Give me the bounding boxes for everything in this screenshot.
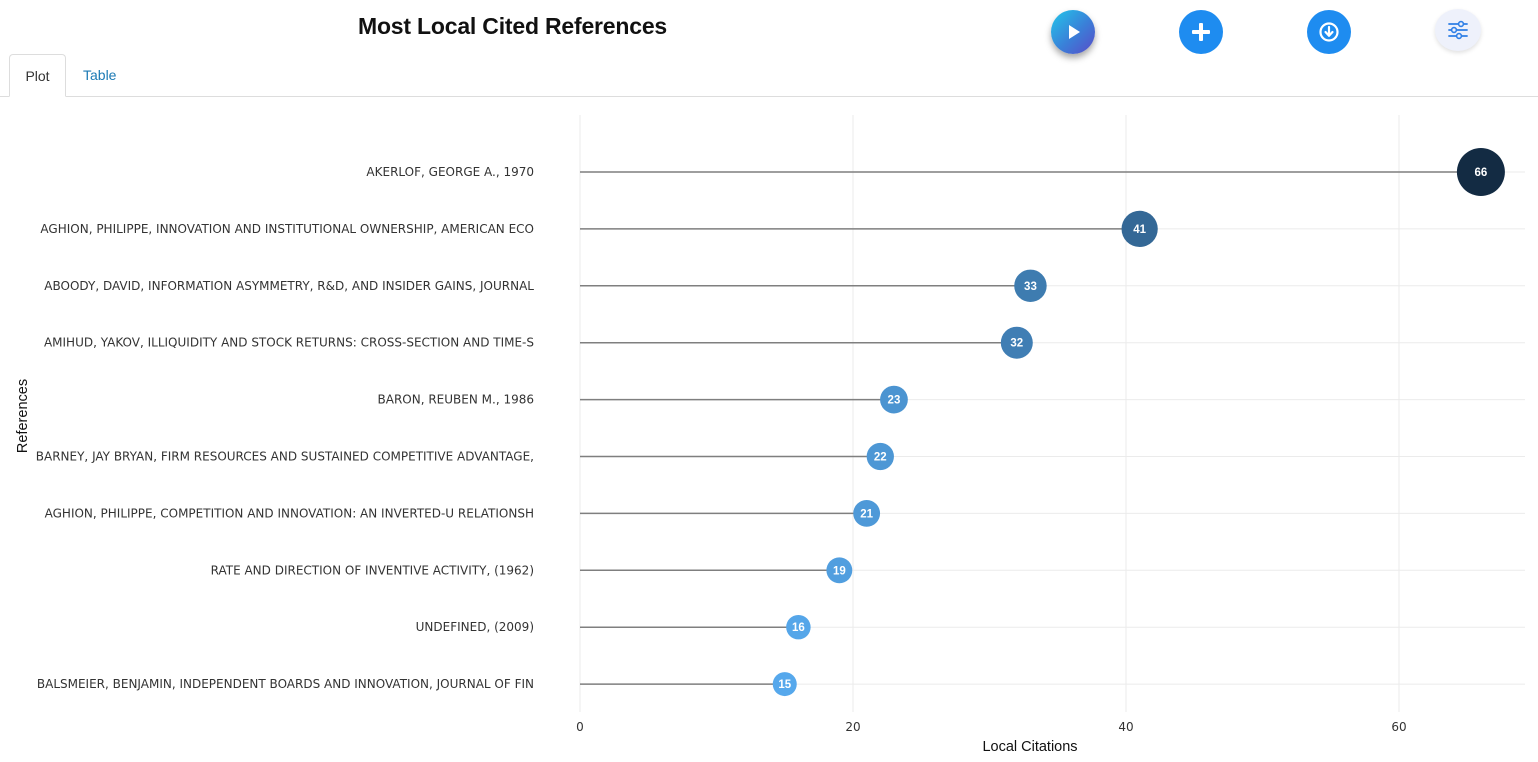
lollipop-dot	[1456, 148, 1505, 196]
tab-plot[interactable]: Plot	[9, 54, 66, 97]
y-tick-label: ABOODY, DAVID, INFORMATION ASYMMETRY, R&…	[44, 279, 534, 293]
lollipop-dot	[1121, 210, 1158, 248]
y-tick-label: UNDEFINED, (2009)	[416, 620, 534, 634]
data-label: 32	[1010, 338, 1023, 350]
data-label: 33	[1024, 281, 1037, 293]
x-axis-title: Local Citations	[982, 739, 1077, 755]
y-tick-label: BARNEY, JAY BRYAN, FIRM RESOURCES AND SU…	[36, 450, 534, 464]
x-tick-label: 40	[1118, 720, 1133, 734]
x-tick-label: 20	[845, 720, 860, 734]
lollipop-dot	[866, 442, 894, 471]
x-tick-label: 60	[1391, 720, 1406, 734]
y-tick-label: AMIHUD, YAKOV, ILLIQUIDITY AND STOCK RET…	[44, 336, 534, 350]
data-label: 41	[1133, 224, 1146, 236]
page-title: Most Local Cited References	[358, 13, 668, 39]
data-label: 16	[792, 622, 805, 634]
x-tick-label: 0	[576, 720, 584, 734]
lollipop-dot	[786, 614, 811, 640]
data-label: 23	[888, 395, 901, 407]
sliders-icon	[1448, 20, 1468, 40]
y-tick-label: AGHION, PHILIPPE, INNOVATION AND INSTITU…	[40, 222, 534, 236]
lollipop-dot	[880, 385, 908, 414]
y-tick-label: AKERLOF, GEORGE A., 1970	[366, 165, 534, 179]
download-button[interactable]	[1307, 10, 1351, 54]
data-label: 15	[778, 679, 791, 691]
data-label: 19	[833, 565, 846, 577]
lollipop-dot	[1000, 326, 1033, 359]
plus-icon	[1192, 23, 1210, 41]
y-tick-label: BARON, REUBEN M., 1986	[378, 393, 534, 407]
data-label: 22	[874, 452, 887, 464]
y-tick-label: BALSMEIER, BENJAMIN, INDEPENDENT BOARDS …	[37, 677, 534, 691]
y-tick-label: RATE AND DIRECTION OF INVENTIVE ACTIVITY…	[211, 563, 534, 577]
y-axis-title: References	[15, 379, 31, 453]
lollipop-dot	[826, 557, 853, 584]
lollipop-dot	[853, 499, 881, 527]
download-icon	[1319, 22, 1339, 42]
lollipop-dot	[1014, 269, 1047, 303]
data-label: 66	[1475, 167, 1488, 179]
y-tick-label: AGHION, PHILIPPE, COMPETITION AND INNOVA…	[45, 506, 534, 520]
play-button[interactable]	[1051, 10, 1095, 54]
settings-button[interactable]	[1435, 9, 1481, 51]
add-button[interactable]	[1179, 10, 1223, 54]
tab-table[interactable]: Table	[83, 67, 117, 83]
tab-bar: Plot Table	[0, 54, 1538, 97]
lollipop-dot	[772, 672, 797, 697]
play-icon	[1069, 25, 1080, 39]
data-label: 21	[860, 508, 873, 520]
